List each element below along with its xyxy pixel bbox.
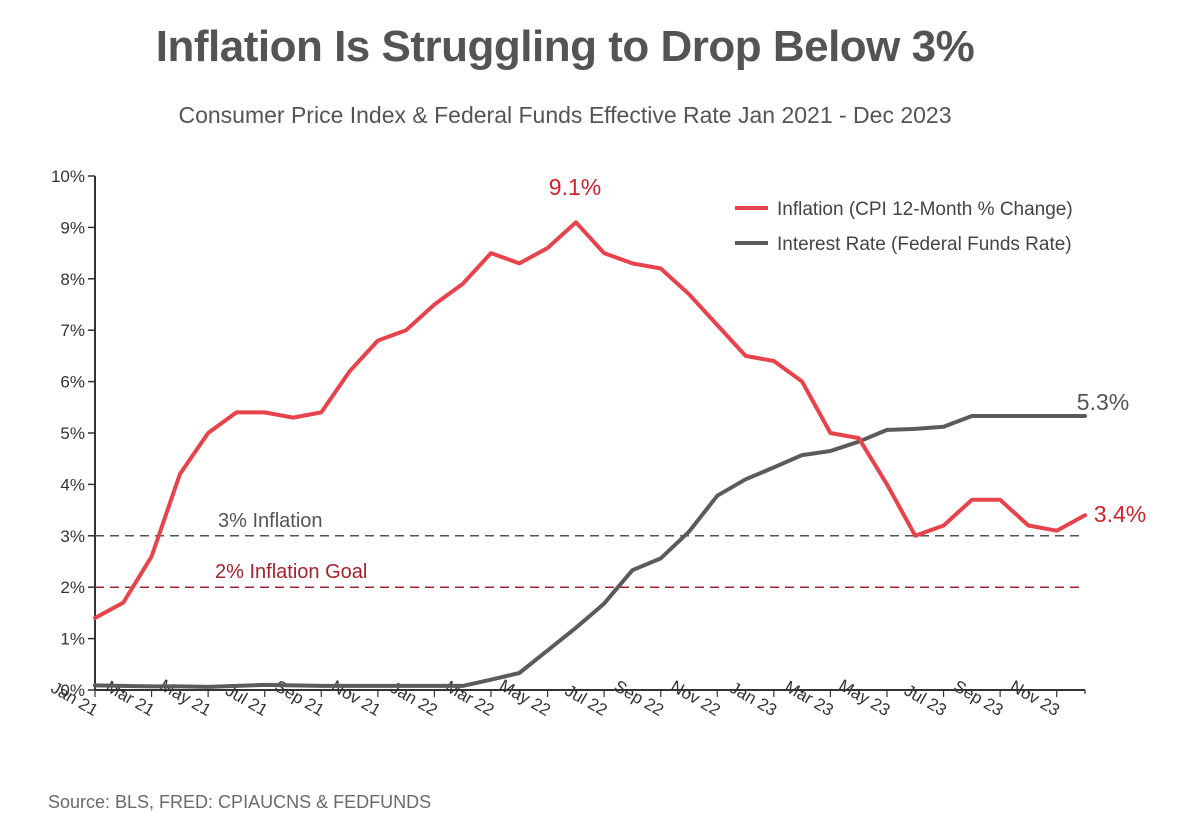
chart-subtitle: Consumer Price Index & Federal Funds Eff… xyxy=(178,102,952,128)
x-tick-label: May 21 xyxy=(157,676,215,720)
y-tick-label: 7% xyxy=(60,321,85,340)
y-tick-label: 10% xyxy=(51,167,85,186)
x-tick-label: Sep 23 xyxy=(950,677,1006,720)
legend-label: Inflation (CPI 12-Month % Change) xyxy=(777,199,1073,220)
y-ticks: 0% 1% 2% 3% 4% 5% 6% 7% 8% 9% 10% xyxy=(51,167,95,700)
x-tick-label: Mar 23 xyxy=(781,677,836,720)
interest-rate-line xyxy=(93,414,1087,689)
reference-line-label: 2% Inflation Goal xyxy=(215,561,367,583)
reference-line-label: 3% Inflation xyxy=(218,510,323,532)
y-tick-label: 8% xyxy=(60,270,85,289)
y-tick-label: 6% xyxy=(60,373,85,392)
x-tick-label: Jul 23 xyxy=(901,681,950,720)
y-tick-label: 5% xyxy=(60,424,85,443)
y-tick-label: 9% xyxy=(60,218,85,237)
x-tick-label: May 23 xyxy=(835,676,893,720)
value-annotation: 5.3% xyxy=(1077,389,1129,415)
legend-label: Interest Rate (Federal Funds Rate) xyxy=(777,234,1072,255)
y-tick-label: 1% xyxy=(60,630,85,649)
x-tick-label: Jul 22 xyxy=(562,681,611,720)
chart-title: Inflation Is Struggling to Drop Below 3% xyxy=(155,22,975,71)
y-tick-label: 3% xyxy=(60,527,85,546)
x-tick-label: Sep 22 xyxy=(611,677,667,720)
annotations: 9.1% 5.3% 3.4% xyxy=(549,174,1146,527)
y-tick-label: 2% xyxy=(60,578,85,597)
x-tick-label: May 22 xyxy=(496,676,554,720)
reference-lines: 3% Inflation 2% Inflation Goal xyxy=(95,510,1085,588)
y-tick-label: 0% xyxy=(60,681,85,700)
series-lines xyxy=(93,220,1087,689)
x-tick-label: Nov 23 xyxy=(1007,677,1063,720)
y-tick-label: 4% xyxy=(60,475,85,494)
x-tick-label: Jan 23 xyxy=(726,678,780,720)
x-tick-label: Nov 22 xyxy=(667,677,723,720)
source-note: Source: BLS, FRED: CPIAUCNS & FEDFUNDS xyxy=(48,792,432,812)
line-chart: 0% 1% 2% 3% 4% 5% 6% 7% 8% 9% 10% Jan 21 Mar 21May … xyxy=(48,167,1147,720)
x-tick-label: Nov 21 xyxy=(328,677,384,720)
legend: Inflation (CPI 12-Month % Change) Interes… xyxy=(735,199,1073,255)
value-annotation: 3.4% xyxy=(1094,501,1146,527)
inflation-line xyxy=(93,220,1087,620)
value-annotation: 9.1% xyxy=(549,174,601,200)
x-tick-label: Sep 21 xyxy=(271,677,327,720)
x-tick-label: Mar 21 xyxy=(103,677,158,720)
